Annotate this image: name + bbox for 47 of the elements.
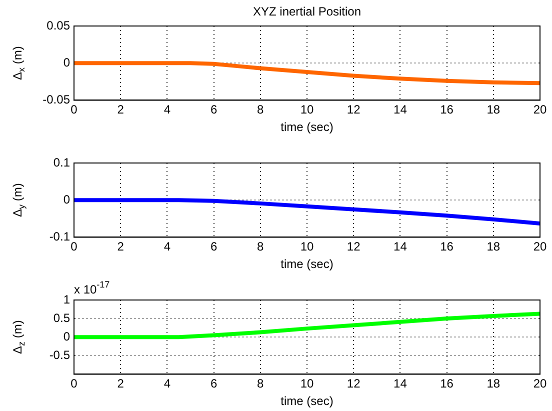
x-tick-label: 4 <box>164 240 171 254</box>
x-tick-label: 8 <box>257 376 264 391</box>
x-tick-label: 10 <box>300 102 314 117</box>
x-tick-label: 4 <box>164 102 171 117</box>
x-tick-label: 14 <box>394 102 408 117</box>
x-axis-title: time (sec) <box>280 257 334 272</box>
x-tick-label: 12 <box>346 102 361 117</box>
y-tick-label: 1 <box>63 292 70 306</box>
y-tick-label: 0 <box>63 192 70 206</box>
y-axis-title: Δy (m) <box>10 183 27 218</box>
x-tick-label: 20 <box>533 376 547 391</box>
y-tick-label: 0 <box>63 329 70 344</box>
y-tick-label: 0 <box>63 55 70 70</box>
x-tick-label: 10 <box>300 240 314 254</box>
x-tick-label: 12 <box>346 240 361 254</box>
y-tick-label: -0.5 <box>49 348 70 362</box>
y-tick-label: -0.1 <box>49 230 70 244</box>
x-tick-label: 12 <box>346 376 361 391</box>
y-tick-label: 0.05 <box>46 18 70 32</box>
x-tick-label: 6 <box>210 376 218 391</box>
x-tick-label: 2 <box>117 376 124 391</box>
y-tick-label: 0.1 <box>53 155 70 170</box>
x-tick-label: 2 <box>117 240 124 254</box>
x-tick-label: 18 <box>486 240 500 254</box>
x-tick-label: 16 <box>440 376 454 391</box>
x-tick-label: 8 <box>257 240 264 254</box>
x-tick-label: 6 <box>210 240 218 254</box>
x-tick-label: 4 <box>164 376 171 391</box>
x-tick-label: 20 <box>533 240 547 254</box>
x-tick-label: 14 <box>394 376 408 391</box>
x-tick-label: 6 <box>210 102 218 117</box>
x-tick-label: 20 <box>533 102 547 117</box>
x-axis-title: time (sec) <box>280 394 334 408</box>
x-tick-label: 2 <box>117 102 124 117</box>
y-axis-title: Δz (m) <box>10 320 27 354</box>
y-tick-label: 0.5 <box>53 310 70 325</box>
x-tick-label: 18 <box>486 102 500 117</box>
y-tick-label: -0.05 <box>42 92 70 107</box>
chart-title: XYZ inertial Position <box>252 4 362 18</box>
x-tick-label: 16 <box>440 102 454 117</box>
x-tick-label: 16 <box>440 240 454 254</box>
x-tick-label: 8 <box>257 102 264 117</box>
x-tick-label: 10 <box>300 376 314 391</box>
x-axis-title: time (sec) <box>280 120 334 134</box>
x-tick-label: 14 <box>394 240 408 254</box>
y-axis-title: Δx (m) <box>10 46 27 80</box>
x-tick-label: 18 <box>486 376 500 391</box>
